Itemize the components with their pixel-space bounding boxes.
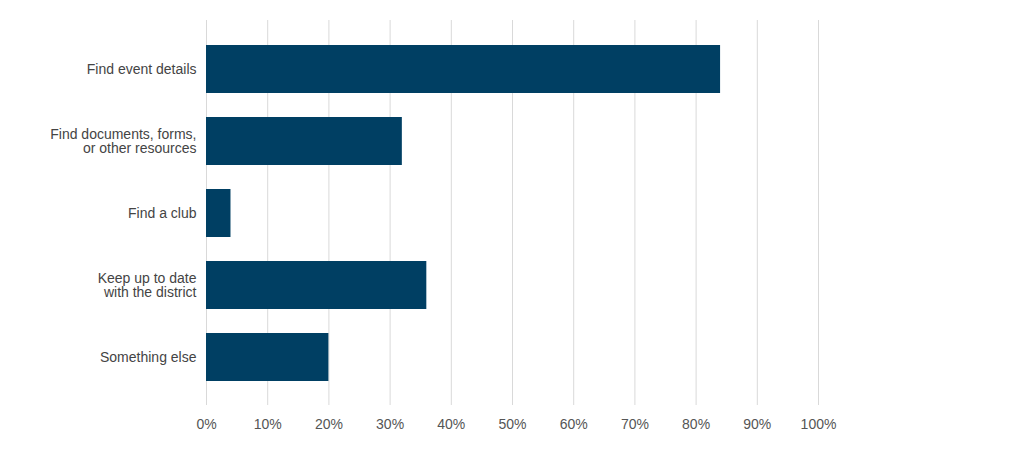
svg-text:50%: 50% <box>498 416 526 432</box>
svg-text:90%: 90% <box>743 416 771 432</box>
svg-text:20%: 20% <box>315 416 343 432</box>
svg-text:0%: 0% <box>196 416 216 432</box>
svg-text:30%: 30% <box>376 416 404 432</box>
svg-text:10%: 10% <box>254 416 282 432</box>
svg-text:60%: 60% <box>560 416 588 432</box>
svg-text:Keep up to datewith the distri: Keep up to datewith the district <box>98 270 197 300</box>
svg-text:Find documents, forms,or other: Find documents, forms,or other resources <box>50 126 196 156</box>
svg-text:40%: 40% <box>437 416 465 432</box>
svg-text:Something else: Something else <box>100 349 197 365</box>
svg-text:100%: 100% <box>801 416 837 432</box>
svg-text:Find event details: Find event details <box>87 61 197 77</box>
svg-text:Find a club: Find a club <box>128 205 197 221</box>
svg-text:80%: 80% <box>682 416 710 432</box>
svg-text:70%: 70% <box>621 416 649 432</box>
